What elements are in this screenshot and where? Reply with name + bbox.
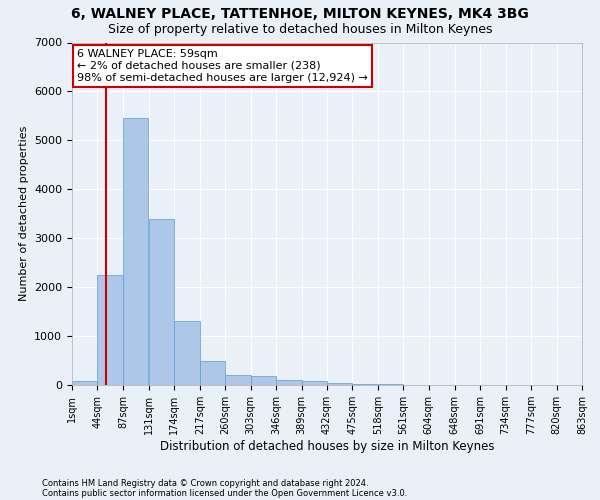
Bar	[352, 384, 378, 385]
Bar	[149, 218, 175, 385]
Bar	[327, 382, 352, 385]
Text: Contains public sector information licensed under the Open Government Licence v3: Contains public sector information licen…	[42, 488, 407, 498]
Bar	[72, 382, 97, 385]
Bar	[123, 118, 148, 385]
Y-axis label: Number of detached properties: Number of detached properties	[19, 126, 29, 302]
X-axis label: Distribution of detached houses by size in Milton Keynes: Distribution of detached houses by size …	[160, 440, 494, 453]
Text: 6 WALNEY PLACE: 59sqm
← 2% of detached houses are smaller (238)
98% of semi-deta: 6 WALNEY PLACE: 59sqm ← 2% of detached h…	[77, 50, 368, 82]
Bar	[302, 382, 327, 385]
Text: Contains HM Land Registry data © Crown copyright and database right 2024.: Contains HM Land Registry data © Crown c…	[42, 478, 368, 488]
Bar	[251, 376, 276, 385]
Bar	[200, 360, 225, 385]
Bar	[276, 380, 302, 385]
Text: 6, WALNEY PLACE, TATTENHOE, MILTON KEYNES, MK4 3BG: 6, WALNEY PLACE, TATTENHOE, MILTON KEYNE…	[71, 8, 529, 22]
Text: Size of property relative to detached houses in Milton Keynes: Size of property relative to detached ho…	[108, 22, 492, 36]
Bar	[378, 384, 403, 385]
Bar	[97, 275, 123, 385]
Bar	[175, 322, 200, 385]
Bar	[225, 375, 251, 385]
